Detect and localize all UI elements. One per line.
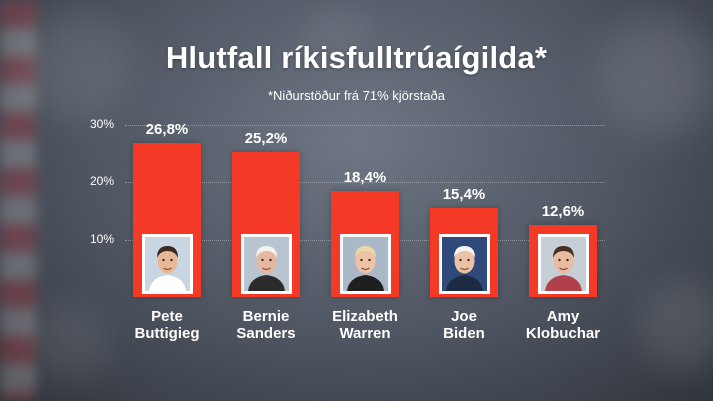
candidate-photo (538, 234, 589, 294)
gridline (125, 182, 605, 183)
bar-value-label: 12,6% (541, 202, 585, 220)
bokeh-light (30, 300, 110, 380)
category-label: Bernie Sanders (236, 308, 296, 342)
chart-subtitle: *Niðurstöður frá 71% kjörstaða (267, 88, 446, 103)
bar-value-label: 25,2% (244, 130, 288, 148)
bokeh-light (640, 280, 713, 370)
bar-value-label: 26,8% (145, 120, 189, 138)
bar-value-label: 15,4% (442, 186, 486, 204)
candidate-photo (439, 234, 490, 294)
candidate-photo (340, 234, 391, 294)
candidate-photo (241, 234, 292, 294)
y-tick-label: 10% (89, 231, 114, 246)
category-label: Elizabeth Warren (332, 308, 398, 342)
candidate-photo (142, 234, 193, 294)
bar-value-label: 18,4% (343, 169, 387, 187)
gridline (125, 124, 605, 126)
category-label: Pete Buttigieg (134, 308, 200, 342)
chart-title: Hlutfall ríkisfulltrúaígilda* (165, 40, 548, 75)
y-tick-label: 20% (89, 174, 114, 188)
y-tick-label: 30% (89, 116, 114, 131)
category-label: Amy Klobuchar (525, 308, 601, 342)
flag-stripes-decoration (0, 0, 36, 401)
category-label: Joe Biden (443, 308, 485, 342)
